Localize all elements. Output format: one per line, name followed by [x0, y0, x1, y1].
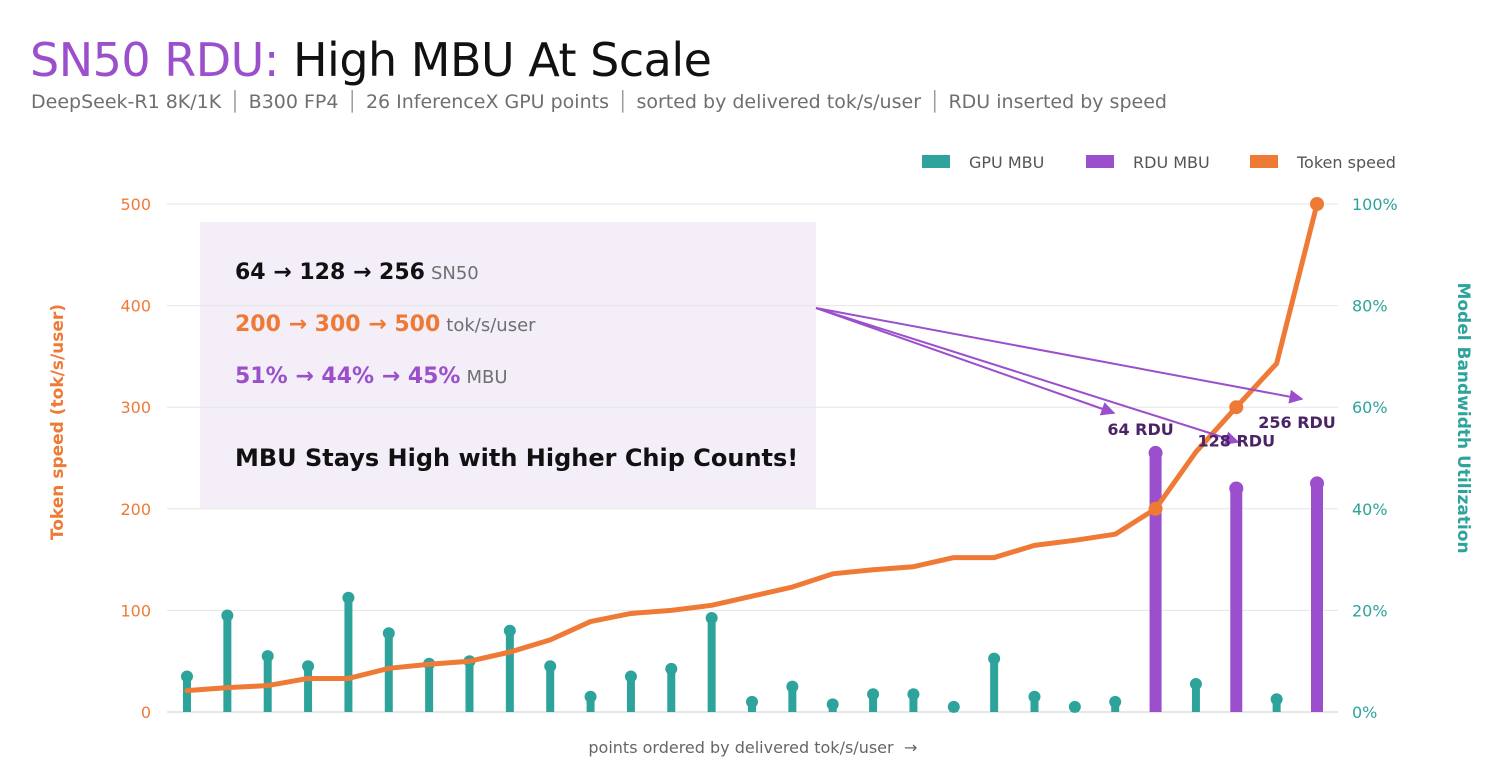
gpu-mbu-cap [786, 680, 799, 693]
gpu-mbu-cap [826, 698, 839, 711]
axis-titles: Token speed (tok/s/user) Model Bandwidth … [48, 282, 1473, 757]
subtitle-part: RDU inserted by speed [948, 91, 1167, 113]
annotation-arrows [815, 307, 1304, 445]
legend-swatch [922, 155, 950, 168]
annotation-chips-unit: SN50 [430, 263, 479, 284]
gpu-mbu-cap [342, 591, 355, 604]
token-speed-line [184, 201, 1320, 694]
chart-title: SN50 RDU: High MBU At Scale [30, 30, 712, 90]
subtitle-part: DeepSeek-R1 8K/1K [31, 91, 222, 113]
rdu-label: 128 RDU [1198, 431, 1276, 450]
token-speed-marker [1148, 501, 1163, 516]
legend: GPU MBU RDU MBU Token speed [922, 153, 1396, 172]
left-axis-title: Token speed (tok/s/user) [48, 304, 68, 540]
left-tick-label: 500 [120, 195, 151, 214]
gpu-mbu-cap [746, 695, 758, 708]
annotation-speed-unit: tok/s/user [446, 315, 536, 336]
title-brand: SN50 RDU: [30, 33, 279, 87]
right-tick-label: 40% [1352, 500, 1388, 519]
gpu-mbu-cap [988, 652, 1001, 665]
subtitle-part: B300 FP4 [248, 91, 339, 113]
right-tick-label: 80% [1352, 297, 1388, 316]
x-axis-arrow: → [904, 738, 917, 757]
rdu-mbu-cap [1148, 445, 1163, 460]
annotation-speed-line: 200 → 300 → 500 tok/s/user [235, 312, 536, 337]
right-tick-label: 60% [1352, 398, 1388, 417]
right-tick-label: 20% [1352, 601, 1388, 620]
right-axis-title: Model Bandwidth Utilization [1453, 282, 1473, 553]
gpu-mbu-cap [382, 627, 395, 640]
gpu-mbu-cap [221, 609, 234, 622]
gpu-mbu-cap [544, 660, 557, 673]
rdu-mbu-cap [1310, 476, 1324, 491]
annotation-mbu-line: 51% → 44% → 45% MBU [235, 364, 508, 389]
legend-label: GPU MBU [969, 153, 1044, 172]
gpu-mbu-cap [1068, 700, 1081, 713]
legend-swatch [1250, 155, 1278, 168]
gpu-mbu-cap [261, 650, 274, 663]
token-speed-marker [1229, 400, 1244, 415]
left-tick-label: 300 [120, 398, 151, 417]
legend-label: Token speed [1296, 153, 1396, 172]
token-speed-series [184, 197, 1324, 694]
annotation-box: 64 → 128 → 256 SN50 200 → 300 → 500 tok/s/… [200, 222, 816, 508]
mbu-bars [181, 445, 1324, 713]
subtitle-separator: │ [346, 91, 358, 113]
left-tick-label: 100 [120, 601, 151, 620]
subtitle-separator: │ [229, 91, 241, 113]
rdu-label: 64 RDU [1107, 420, 1173, 439]
gpu-mbu-cap [947, 700, 960, 713]
axis-ticks: 0 0% 100 20% 200 40% 300 60% 400 80% 500 100% [120, 195, 1397, 722]
gpu-mbu-cap [181, 670, 193, 683]
gpu-mbu-cap [584, 690, 597, 703]
gpu-mbu-cap [503, 624, 516, 637]
subtitle-part: 26 InferenceX GPU points [365, 91, 609, 113]
gpu-mbu-cap [1189, 678, 1202, 691]
title-rest: High MBU At Scale [292, 33, 712, 87]
chart-subtitle: DeepSeek-R1 8K/1K │ B300 FP4 │ 26 InferenceX… [31, 91, 1167, 113]
left-tick-label: 0 [141, 703, 151, 722]
gpu-mbu-cap [665, 662, 678, 675]
right-tick-label: 0% [1352, 703, 1377, 722]
left-tick-label: 400 [120, 297, 151, 316]
gpu-mbu-cap [1028, 690, 1041, 703]
subtitle-separator: │ [929, 91, 941, 113]
annotation-chips-line: 64 → 128 → 256 SN50 [235, 260, 479, 285]
left-tick-label: 200 [120, 500, 151, 519]
gpu-mbu-cap [1270, 693, 1283, 706]
annotation-arrow [815, 307, 1240, 445]
right-tick-label: 100% [1352, 195, 1398, 214]
annotation-arrow [815, 307, 1116, 416]
grid-lines [167, 203, 1338, 713]
x-axis-title: points ordered by delivered tok/s/user [588, 738, 894, 757]
subtitle-part: sorted by delivered tok/s/user [636, 91, 922, 113]
gpu-mbu-cap [624, 670, 637, 683]
legend-label: RDU MBU [1133, 153, 1210, 172]
gpu-mbu-cap [867, 688, 880, 701]
legend-swatch [1086, 155, 1114, 168]
annotation-chips: 64 → 128 → 256 [235, 260, 425, 285]
gpu-mbu-cap [705, 612, 718, 625]
subtitle-separator: │ [616, 91, 629, 113]
token-speed-marker [1310, 197, 1324, 211]
gpu-mbu-cap [302, 660, 315, 673]
annotation-mbu-unit: MBU [466, 367, 508, 388]
annotation-speed: 200 → 300 → 500 [235, 312, 441, 337]
annotation-arrow [815, 307, 1304, 404]
gpu-mbu-cap [907, 688, 920, 701]
annotation-headline: MBU Stays High with Higher Chip Counts! [235, 444, 799, 472]
rdu-label: 256 RDU [1258, 413, 1336, 432]
gpu-mbu-cap [1109, 695, 1122, 708]
annotation-mbu: 51% → 44% → 45% [235, 364, 461, 389]
rdu-mbu-cap [1229, 481, 1244, 496]
